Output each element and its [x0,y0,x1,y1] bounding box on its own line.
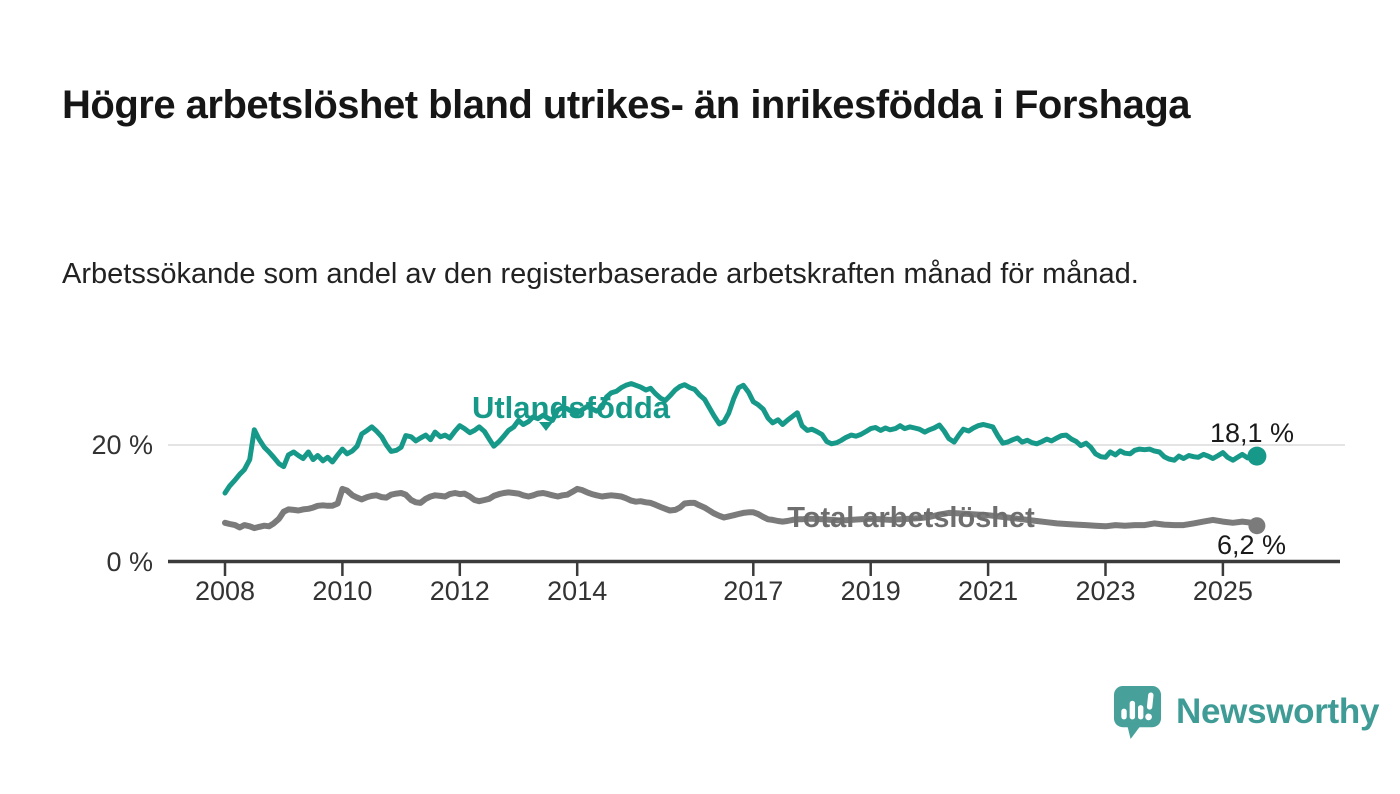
y-tick-label-0: 0 % [106,547,153,577]
series-label-total-arbetsloshet: Total arbetslöshet [787,502,1035,534]
x-tick-label-2014: 2014 [547,576,607,606]
brand-name: Newsworthy [1176,692,1380,731]
series-end-dot-0 [1247,446,1267,466]
x-tick-label-2023: 2023 [1075,576,1135,606]
series-end-dot-1 [1248,517,1266,535]
end-value-label-utlandsfodda: 18,1 % [1210,418,1294,448]
x-axis-ticks: 2008 2010 2012 2014 2017 2019 2021 2023 2025 [195,562,1253,606]
label-pointer-triangle-icon [539,422,553,431]
series-line-1 [222,485,1260,532]
x-tick-label-2008: 2008 [195,576,255,606]
x-tick-label-2010: 2010 [312,576,372,606]
end-value-label-total: 6,2 % [1217,530,1286,560]
x-tick-label-2017: 2017 [723,576,783,606]
chart-subtitle: Arbetssökande som andel av den registerb… [62,258,1139,290]
series-label-utlandsfodda: Utlandsfödda [472,390,671,425]
series-line-0 [222,381,1260,496]
page-title: Högre arbetslöshet bland utrikes- än inr… [62,82,1191,127]
x-tick-label-2021: 2021 [958,576,1018,606]
x-tick-label-2012: 2012 [430,576,490,606]
newsworthy-brand-link[interactable]: Newsworthy [1112,684,1379,740]
x-tick-label-2025: 2025 [1193,576,1253,606]
x-tick-label-2019: 2019 [841,576,901,606]
y-tick-label-20: 20 % [91,430,153,460]
newsworthy-logo-icon [1113,686,1162,739]
